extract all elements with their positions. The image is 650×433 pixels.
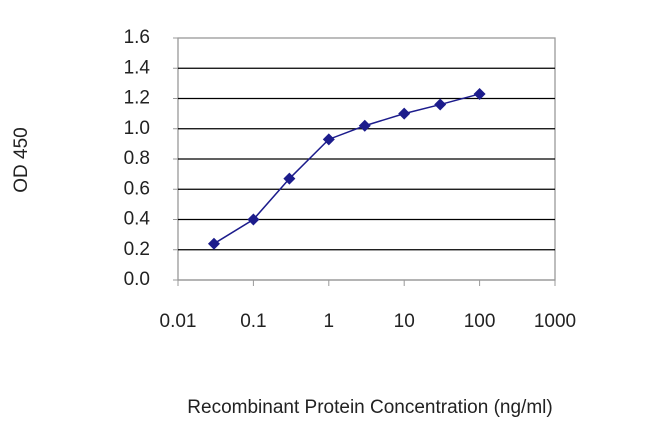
data-point [434, 98, 447, 111]
y-tick-label: 0.6 [124, 178, 150, 199]
data-point [358, 119, 371, 132]
data-line [213, 93, 480, 245]
data-point [207, 237, 220, 250]
data-point [247, 213, 260, 226]
y-tick-label: 1.6 [124, 27, 150, 48]
data-point [283, 172, 296, 185]
data-point [398, 107, 411, 120]
data-point [473, 87, 486, 100]
x-tick-label: 0.01 [160, 311, 197, 332]
y-tick-label: 0.4 [124, 209, 151, 230]
x-tick-label: 1000 [534, 311, 576, 332]
x-axis-label: Recombinant Protein Concentration (ng/ml… [187, 397, 552, 418]
y-tick-label: 1.2 [124, 88, 150, 109]
x-tick-label: 1 [324, 311, 335, 332]
y-axis-label: OD 450 [11, 127, 32, 192]
y-tick-label: 1.0 [124, 118, 150, 139]
y-tick-label: 0.8 [124, 148, 150, 169]
y-tick-label: 1.4 [124, 57, 151, 78]
x-tick-label: 10 [394, 311, 415, 332]
y-tick-label: 0.0 [124, 269, 150, 290]
y-tick-label: 0.2 [124, 239, 150, 260]
x-tick-label: 100 [464, 311, 496, 332]
x-tick-label: 0.1 [240, 311, 266, 332]
data-point [322, 133, 335, 146]
